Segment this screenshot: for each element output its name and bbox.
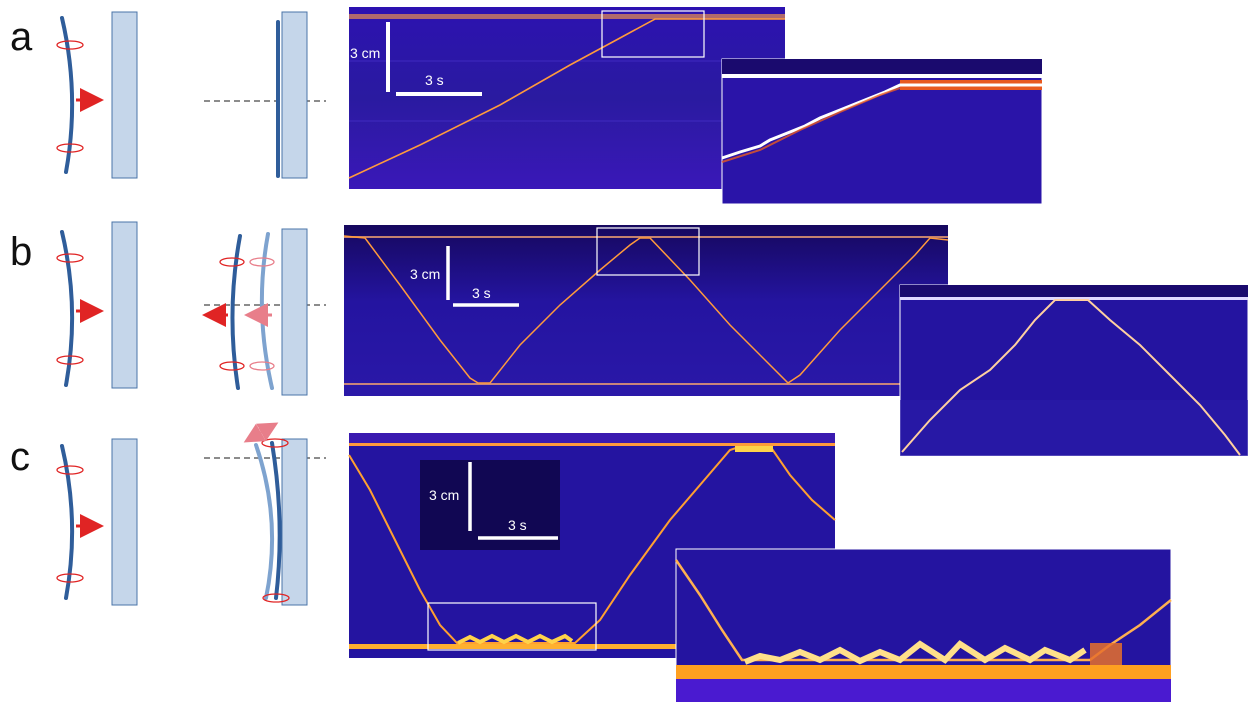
inset-c [674, 548, 1172, 702]
rotation-arrow-icon [262, 593, 290, 603]
zoom-box [601, 10, 705, 58]
scale-label-y: 3 cm [410, 266, 440, 282]
wall-band [676, 665, 1171, 679]
rotation-arrow-icon [219, 361, 245, 371]
kymograph-background [349, 7, 785, 189]
wall-band [900, 297, 1248, 300]
rotation-arrow-icon [56, 143, 84, 153]
trajectory-trace [721, 83, 1042, 160]
panel-letter: b [10, 230, 32, 274]
wall [281, 228, 308, 396]
scale-label-x: 3 s [425, 72, 444, 88]
wall-band [349, 644, 835, 649]
panel-b: b 3 cm [10, 221, 1248, 457]
filament-light [259, 232, 274, 390]
diagonal-arrow-icon [243, 423, 266, 443]
rotation-arrow-icon [249, 257, 275, 267]
zoom-box [427, 602, 597, 651]
zoom-box [596, 227, 700, 276]
wall-band [344, 236, 948, 238]
panel-letter: a [10, 15, 33, 59]
wall [281, 438, 308, 606]
filament [60, 16, 75, 174]
rotation-arrow-icon [56, 253, 84, 263]
wall-band [344, 383, 948, 385]
filament [60, 230, 75, 387]
schematic-roll [204, 422, 326, 606]
rotation-arrow-icon [56, 573, 84, 583]
schematic-approach [56, 11, 138, 179]
schematic-contact [204, 11, 326, 179]
panel-a: a 3 cm 3 s [10, 7, 1043, 205]
rotation-arrow-icon [56, 465, 84, 475]
schematic-repel [202, 228, 326, 396]
schematic-approach [56, 438, 138, 606]
trajectory-trace [343, 235, 949, 384]
scale-label-x: 3 s [508, 517, 527, 533]
filament-light [254, 443, 275, 600]
wall-band [349, 14, 785, 19]
rotation-arrow-icon [219, 257, 245, 267]
kymograph-background [344, 225, 948, 396]
kymograph-a: 3 cm 3 s [348, 7, 785, 189]
scale-label-y: 3 cm [350, 45, 380, 61]
rolling-trace [743, 640, 1087, 665]
schematic-approach [56, 221, 138, 389]
panel-c: c 3 cm [10, 422, 1172, 702]
trajectory-trace [674, 559, 1172, 662]
diagonal-arrow-icon [256, 422, 279, 442]
trajectory-trace [901, 299, 1241, 456]
rotation-arrow-icon [249, 361, 275, 371]
trajectory-trace [348, 18, 785, 179]
scale-label-x: 3 s [472, 285, 491, 301]
kymograph-b: 3 cm 3 s [343, 225, 949, 396]
rotation-arrow-icon [56, 40, 84, 50]
scale-label-y: 3 cm [429, 487, 459, 503]
wall-band [349, 443, 835, 446]
wall [111, 11, 138, 179]
trajectory-trace [348, 445, 836, 644]
filament [60, 444, 75, 600]
rolling-trace [457, 633, 574, 645]
filament [270, 441, 282, 600]
wall [111, 221, 138, 389]
wall [281, 11, 308, 179]
rotation-arrow-icon [56, 355, 84, 365]
wall [111, 438, 138, 606]
inset-b [899, 284, 1248, 457]
inset-a [721, 58, 1043, 205]
panel-letter: c [10, 435, 30, 479]
wall-band [722, 74, 1042, 78]
